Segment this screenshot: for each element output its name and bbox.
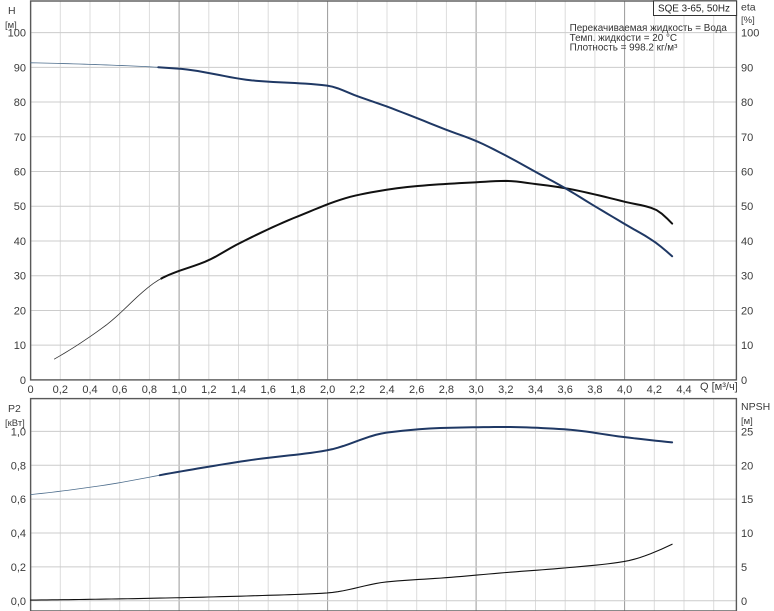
svg-text:80: 80 <box>741 97 753 109</box>
svg-text:0,4: 0,4 <box>82 384 97 396</box>
svg-text:1,8: 1,8 <box>290 384 305 396</box>
svg-text:30: 30 <box>14 271 26 283</box>
svg-text:30: 30 <box>741 271 753 283</box>
svg-text:eta: eta <box>741 2 756 14</box>
svg-text:90: 90 <box>741 62 753 74</box>
svg-text:SQE 3-65, 50Hz: SQE 3-65, 50Hz <box>658 4 730 15</box>
svg-text:40: 40 <box>741 236 753 248</box>
svg-text:1,4: 1,4 <box>231 384 246 396</box>
svg-text:2,6: 2,6 <box>409 384 424 396</box>
svg-text:4,4: 4,4 <box>676 384 691 396</box>
svg-text:NPSH: NPSH <box>741 401 770 413</box>
svg-text:0,0: 0,0 <box>11 596 26 608</box>
svg-text:100: 100 <box>741 28 759 40</box>
svg-text:60: 60 <box>14 167 26 179</box>
svg-text:5: 5 <box>741 562 747 574</box>
svg-text:20: 20 <box>741 460 753 472</box>
svg-text:80: 80 <box>14 97 26 109</box>
svg-text:2,2: 2,2 <box>350 384 365 396</box>
svg-text:Q [м³/ч]: Q [м³/ч] <box>700 381 738 393</box>
svg-text:3,0: 3,0 <box>468 384 483 396</box>
svg-text:0: 0 <box>741 596 747 608</box>
svg-text:20: 20 <box>14 305 26 317</box>
svg-text:3,6: 3,6 <box>558 384 573 396</box>
svg-text:4,0: 4,0 <box>617 384 632 396</box>
svg-text:50: 50 <box>14 201 26 213</box>
svg-text:[%]: [%] <box>741 15 755 26</box>
svg-text:[м]: [м] <box>741 416 753 427</box>
svg-text:1,0: 1,0 <box>171 384 186 396</box>
svg-text:0: 0 <box>28 384 34 396</box>
svg-text:70: 70 <box>14 132 26 144</box>
svg-text:[кВт]: [кВт] <box>5 418 25 429</box>
svg-text:0,2: 0,2 <box>53 384 68 396</box>
svg-text:25: 25 <box>741 426 753 438</box>
svg-text:3,4: 3,4 <box>528 384 543 396</box>
svg-text:0,6: 0,6 <box>112 384 127 396</box>
svg-text:90: 90 <box>14 62 26 74</box>
svg-text:P2: P2 <box>8 403 21 415</box>
svg-text:0: 0 <box>20 375 26 387</box>
svg-text:H: H <box>8 5 16 17</box>
svg-text:10: 10 <box>741 528 753 540</box>
svg-text:1,2: 1,2 <box>201 384 216 396</box>
svg-text:50: 50 <box>741 201 753 213</box>
svg-text:0,8: 0,8 <box>11 460 26 472</box>
svg-text:0,6: 0,6 <box>11 494 26 506</box>
svg-text:10: 10 <box>14 340 26 352</box>
svg-text:70: 70 <box>741 132 753 144</box>
svg-text:60: 60 <box>741 167 753 179</box>
svg-text:40: 40 <box>14 236 26 248</box>
svg-text:0,8: 0,8 <box>142 384 157 396</box>
svg-text:3,8: 3,8 <box>587 384 602 396</box>
svg-text:1,6: 1,6 <box>261 384 276 396</box>
svg-text:0: 0 <box>741 375 747 387</box>
svg-text:2,8: 2,8 <box>439 384 454 396</box>
svg-text:2,0: 2,0 <box>320 384 335 396</box>
svg-text:15: 15 <box>741 494 753 506</box>
svg-text:10: 10 <box>741 340 753 352</box>
svg-text:4,2: 4,2 <box>647 384 662 396</box>
svg-text:Плотность = 998.2 кг/м³: Плотность = 998.2 кг/м³ <box>570 43 678 54</box>
svg-text:20: 20 <box>741 305 753 317</box>
svg-text:[м]: [м] <box>5 20 17 31</box>
svg-text:0,4: 0,4 <box>11 528 26 540</box>
svg-text:3,2: 3,2 <box>498 384 513 396</box>
svg-text:2,4: 2,4 <box>379 384 394 396</box>
svg-text:0,2: 0,2 <box>11 562 26 574</box>
